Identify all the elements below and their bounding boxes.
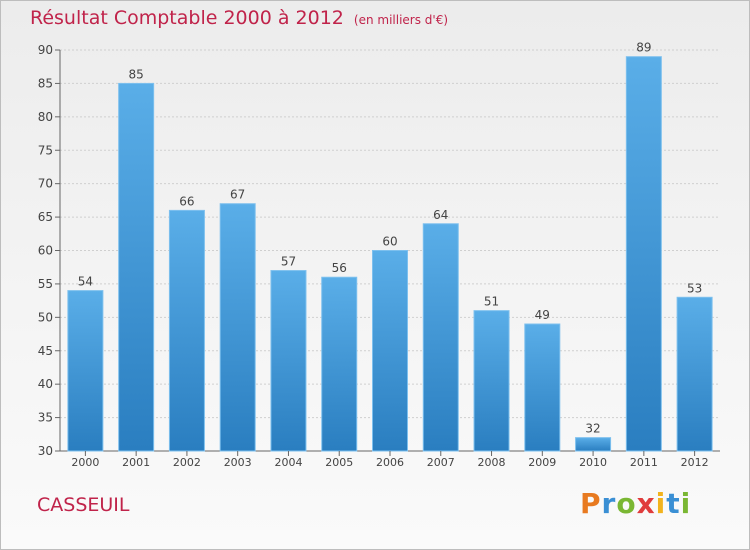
chart-title: Résultat Comptable 2000 à 2012 (en millie…: [30, 7, 448, 29]
bar: [219, 203, 256, 452]
x-tick-label: 2012: [681, 456, 709, 469]
logo-letter: i: [680, 487, 692, 520]
bar-value-label: 66: [179, 194, 194, 208]
bar: [473, 310, 510, 452]
y-tick-label: 65: [38, 210, 53, 224]
x-tick-label: 2005: [325, 456, 353, 469]
y-tick-label: 35: [38, 411, 53, 425]
bar: [524, 323, 561, 452]
logo-letter: x: [636, 487, 656, 520]
bar: [321, 276, 358, 452]
bar-value-label: 32: [585, 422, 600, 436]
bar-value-label: 60: [382, 235, 397, 249]
y-tick-label: 60: [38, 244, 53, 258]
y-tick-label: 90: [38, 43, 53, 57]
bar-value-label: 89: [636, 41, 651, 55]
bar-value-label: 54: [78, 275, 93, 289]
bar-value-label: 57: [281, 255, 296, 269]
bar: [422, 223, 459, 452]
bar: [67, 290, 104, 452]
bar: [168, 209, 205, 452]
x-tick-label: 2000: [71, 456, 99, 469]
y-tick-label: 85: [38, 76, 53, 90]
logo-letter: o: [616, 487, 637, 520]
bar-value-label: 49: [535, 308, 550, 322]
chart-subtitle: (en milliers d'€): [353, 13, 449, 27]
bar: [118, 82, 155, 452]
x-tick-label: 2004: [274, 456, 302, 469]
x-tick-label: 2008: [478, 456, 506, 469]
bar-value-label: 67: [230, 188, 245, 202]
bar-value-label: 64: [433, 208, 448, 222]
x-tick-label: 2010: [579, 456, 607, 469]
chart-title-text: Résultat Comptable 2000 à 2012: [30, 7, 344, 29]
x-tick-label: 2003: [224, 456, 252, 469]
y-tick-label: 45: [38, 344, 53, 358]
x-tick-label: 2002: [173, 456, 201, 469]
x-tick-label: 2009: [528, 456, 556, 469]
x-tick-label: 2001: [122, 456, 150, 469]
bar: [676, 296, 713, 452]
proxiti-logo: Proxiti: [580, 487, 691, 520]
y-tick-label: 75: [38, 143, 53, 157]
bar: [575, 437, 612, 452]
logo-letter: P: [580, 487, 602, 520]
x-tick-label: 2007: [427, 456, 455, 469]
y-tick-label: 40: [38, 377, 53, 391]
y-tick-label: 70: [38, 177, 53, 191]
logo-letter: t: [666, 487, 681, 520]
bar: [625, 56, 662, 452]
logo-letter: r: [601, 487, 617, 520]
bar: [270, 270, 307, 452]
bar-value-label: 85: [129, 67, 144, 81]
x-tick-label: 2011: [630, 456, 658, 469]
logo-letter: i: [655, 487, 667, 520]
y-tick-label: 80: [38, 110, 53, 124]
place-name: CASSEUIL: [37, 494, 130, 516]
x-tick-label: 2006: [376, 456, 404, 469]
y-tick-label: 50: [38, 310, 53, 324]
y-tick-label: 55: [38, 277, 53, 291]
bar-value-label: 53: [687, 281, 702, 295]
bar-value-label: 56: [332, 261, 347, 275]
bar-value-label: 51: [484, 295, 499, 309]
bar: [372, 250, 408, 452]
y-tick-label: 30: [38, 444, 53, 458]
